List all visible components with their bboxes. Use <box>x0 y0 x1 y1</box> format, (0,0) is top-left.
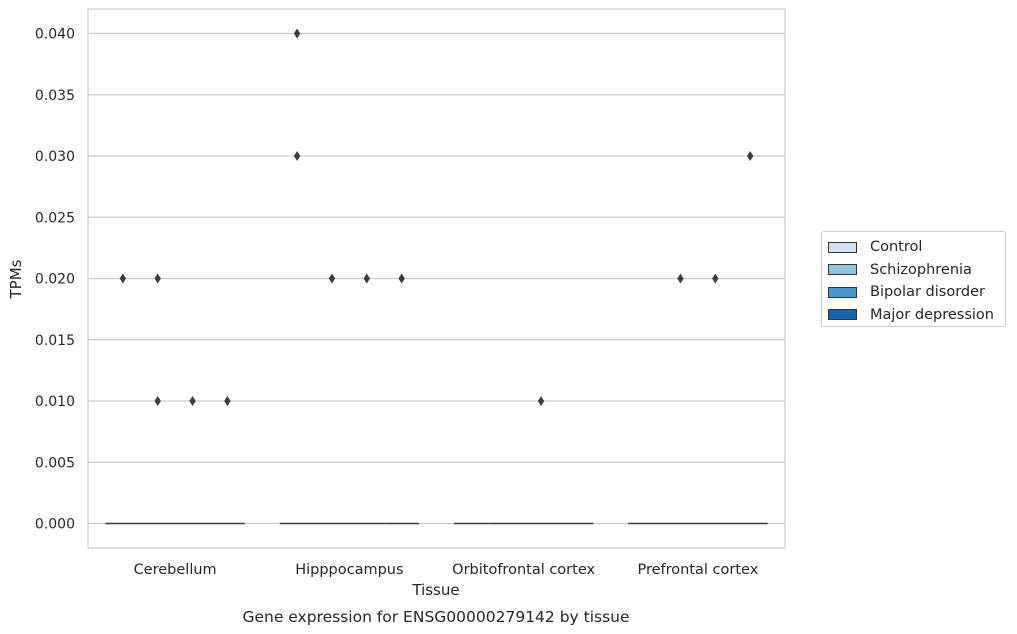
outlier-point <box>677 273 684 284</box>
y-tick-label: 0.010 <box>35 394 75 410</box>
outlier-point <box>293 151 301 161</box>
y-tick-label: 0.040 <box>35 27 75 43</box>
outlier-point <box>224 396 231 406</box>
outlier-point <box>328 273 336 284</box>
outlier-point <box>189 396 196 406</box>
outlier-point <box>712 273 719 284</box>
outlier-point <box>537 396 545 406</box>
chart-title: Gene expression for ENSG00000279142 by t… <box>242 608 629 626</box>
outliers <box>119 28 754 406</box>
y-tick-label: 0.015 <box>35 333 75 349</box>
legend-swatch <box>828 286 857 298</box>
legend-label: Schizophrenia <box>870 261 972 278</box>
y-tick-labels: 0.000 0.005 0.010 0.015 0.020 0.025 0.030 0.035… <box>35 27 75 533</box>
legend-label: Control <box>870 239 923 256</box>
legend-item-control: Control <box>828 236 1005 259</box>
outlier-point <box>293 28 301 39</box>
y-tick-label: 0.020 <box>35 272 75 288</box>
x-axis-label: Tissue <box>411 581 459 599</box>
legend-swatch <box>828 309 857 321</box>
x-tick-labels: Cerebellum Hipppocampus Orbitofrontal cort… <box>134 562 759 578</box>
outlier-point <box>746 151 754 161</box>
outlier-point <box>154 273 161 284</box>
y-tick-label: 0.005 <box>35 455 75 471</box>
legend: Control Schizophrenia Bipolar disorder M… <box>821 231 1006 327</box>
legend-item-major-depression: Major depression <box>828 304 1005 327</box>
outlier-point <box>398 273 405 284</box>
y-tick-label: 0.025 <box>35 210 75 226</box>
y-axis-label: TPMs <box>7 259 25 299</box>
plot-frame <box>87 8 786 549</box>
legend-label: Major depression <box>870 306 994 323</box>
y-tick-label: 0.035 <box>35 88 75 104</box>
y-tick-label: 0.030 <box>35 149 75 165</box>
x-tick-label: Orbitofrontal cortex <box>452 562 595 578</box>
x-tick-label: Hipppocampus <box>295 562 403 578</box>
outlier-point <box>119 273 127 284</box>
outlier-point <box>363 273 370 284</box>
x-tick-label: Prefrontal cortex <box>637 562 758 578</box>
legend-label: Bipolar disorder <box>870 284 985 301</box>
legend-swatch <box>828 241 857 253</box>
legend-item-schizophrenia: Schizophrenia <box>828 259 1005 282</box>
grid-lines <box>88 32 785 525</box>
outlier-point <box>154 396 161 406</box>
y-tick-label: 0.000 <box>35 517 75 533</box>
x-tick-label: Cerebellum <box>134 562 217 578</box>
legend-swatch <box>828 264 857 276</box>
legend-item-bipolar-disorder: Bipolar disorder <box>828 281 1005 304</box>
